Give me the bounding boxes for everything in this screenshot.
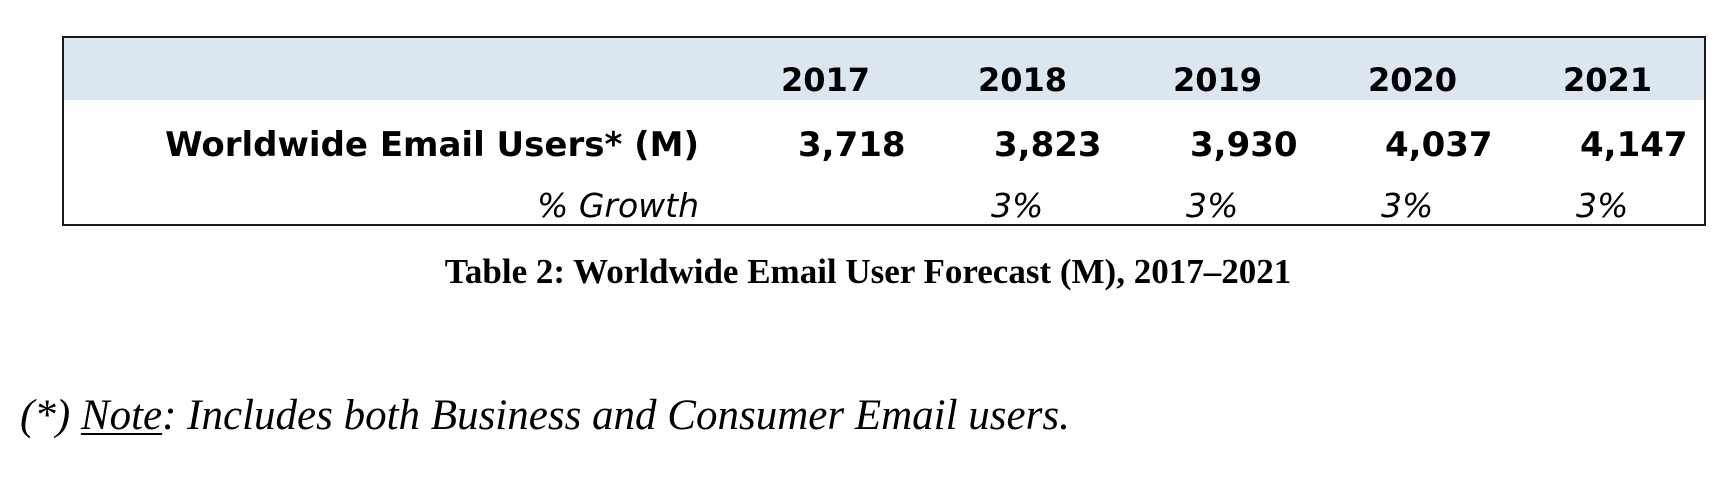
footnote-note-keyword: Note: [80, 392, 163, 439]
table-header-band: [64, 38, 1704, 100]
year-header-2020: 2020: [1368, 61, 1458, 99]
year-header-2019: 2019: [1173, 61, 1263, 99]
email-users-2019: 3,930: [1190, 125, 1298, 165]
email-users-2017: 3,718: [798, 125, 906, 165]
table-caption: Table 2: Worldwide Email User Forecast (…: [444, 252, 1292, 291]
footnote-text: : Includes both Business and Consumer Em…: [162, 392, 1070, 439]
year-header-2021: 2021: [1563, 61, 1653, 99]
year-header-2018: 2018: [978, 61, 1068, 99]
forecast-table: 2017 2018 2019 2020 2021 Worldwide Email…: [62, 36, 1706, 226]
email-users-2020: 4,037: [1385, 125, 1493, 165]
growth-2019: 3%: [1186, 186, 1239, 225]
email-users-2018: 3,823: [994, 125, 1102, 165]
year-header-2017: 2017: [781, 61, 871, 99]
footnote-prefix: (*): [20, 392, 81, 439]
email-users-2021: 4,147: [1580, 125, 1688, 165]
growth-2021: 3%: [1576, 186, 1629, 225]
growth-2018: 3%: [991, 186, 1044, 225]
footnote: (*) Note: Includes both Business and Con…: [20, 390, 1070, 442]
email-users-row-label: Worldwide Email Users* (M): [165, 125, 699, 165]
growth-row-label: % Growth: [536, 186, 699, 225]
growth-2020: 3%: [1381, 186, 1434, 225]
